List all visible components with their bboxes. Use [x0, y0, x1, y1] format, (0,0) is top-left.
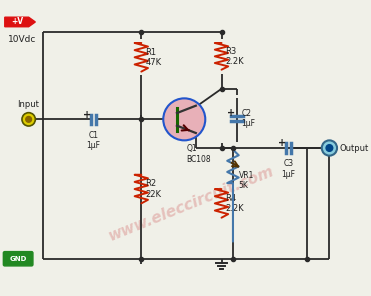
- Polygon shape: [5, 17, 35, 27]
- Text: 10Vdc: 10Vdc: [8, 35, 36, 44]
- Text: www.eleccircuit.com: www.eleccircuit.com: [106, 163, 276, 244]
- Circle shape: [26, 117, 32, 122]
- Text: C2
1μF: C2 1μF: [242, 109, 256, 128]
- Text: Output: Output: [340, 144, 369, 152]
- Text: Q1
BC108: Q1 BC108: [186, 144, 211, 164]
- Text: +: +: [227, 108, 235, 118]
- Circle shape: [322, 140, 337, 156]
- Text: R1
47K: R1 47K: [145, 48, 161, 67]
- Circle shape: [326, 145, 333, 151]
- Text: +: +: [278, 138, 286, 148]
- Text: C3
1μF: C3 1μF: [281, 160, 295, 179]
- Text: R2
22K: R2 22K: [145, 179, 161, 199]
- Text: VR1
5K: VR1 5K: [239, 171, 254, 190]
- Text: +: +: [83, 110, 91, 120]
- Text: R4
2.2K: R4 2.2K: [225, 194, 244, 213]
- Text: R3
2.2K: R3 2.2K: [225, 47, 244, 66]
- Circle shape: [163, 98, 205, 140]
- Circle shape: [22, 113, 35, 126]
- Text: C1
1μF: C1 1μF: [86, 131, 101, 150]
- FancyBboxPatch shape: [3, 252, 33, 266]
- Text: +V: +V: [11, 17, 23, 26]
- Text: GND: GND: [9, 256, 27, 262]
- Text: Input: Input: [17, 100, 39, 109]
